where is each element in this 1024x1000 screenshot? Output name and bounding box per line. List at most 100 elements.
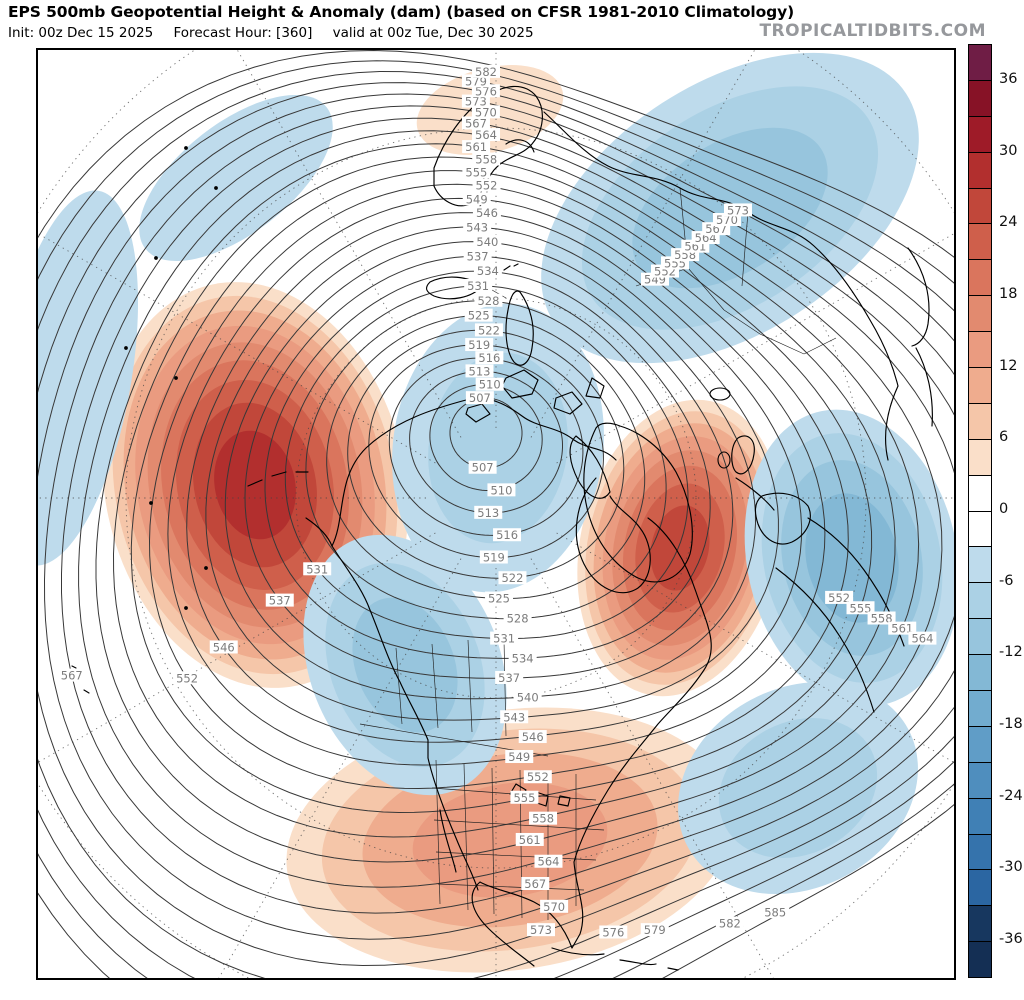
- colorbar-tick-label: -24: [999, 787, 1023, 804]
- svg-text:564: 564: [538, 855, 560, 869]
- colorbar-segment: [969, 798, 991, 835]
- colorbar-tick-label: 30: [999, 142, 1018, 159]
- colorbar-segment: [969, 439, 991, 476]
- svg-text:561: 561: [891, 622, 913, 636]
- svg-text:570: 570: [543, 900, 565, 914]
- colorbar-segment: [969, 547, 991, 584]
- colorbar-segment: [969, 296, 991, 333]
- colorbar-tick-label: 6: [999, 429, 1009, 446]
- svg-text:510: 510: [479, 378, 501, 392]
- colorbar-segment: [969, 762, 991, 799]
- colorbar-segment: [969, 152, 991, 189]
- svg-text:552: 552: [828, 591, 850, 605]
- svg-text:522: 522: [501, 571, 523, 585]
- svg-text:537: 537: [498, 671, 520, 685]
- colorbar-segment: [969, 511, 991, 548]
- svg-text:585: 585: [764, 905, 786, 919]
- colorbar-segment: [969, 80, 991, 117]
- map-layers: 5075105135165195225255285315345375405435…: [37, 49, 955, 979]
- svg-text:531: 531: [467, 279, 489, 293]
- svg-text:522: 522: [478, 323, 500, 337]
- svg-text:558: 558: [532, 812, 554, 826]
- svg-text:543: 543: [466, 220, 488, 234]
- colorbar-tick-label: -18: [999, 716, 1023, 733]
- colorbar: [968, 44, 992, 978]
- svg-text:567: 567: [465, 116, 487, 130]
- svg-text:546: 546: [522, 730, 544, 744]
- colorbar-segment: [969, 619, 991, 656]
- contour-labels: 5075105135165195225255285315345375405435…: [57, 64, 937, 939]
- svg-text:573: 573: [727, 203, 749, 217]
- forecast-hour-label: Forecast Hour: [360]: [173, 25, 313, 41]
- svg-text:543: 543: [503, 710, 525, 724]
- svg-text:528: 528: [477, 294, 499, 308]
- colorbar-segment: [969, 403, 991, 440]
- colorbar-segment: [969, 332, 991, 369]
- colorbar-segment: [969, 655, 991, 692]
- svg-text:519: 519: [468, 338, 490, 352]
- colorbar-tick-label: -36: [999, 931, 1023, 948]
- svg-text:573: 573: [465, 95, 487, 109]
- svg-text:510: 510: [490, 483, 512, 497]
- svg-text:537: 537: [467, 249, 489, 263]
- svg-text:552: 552: [476, 179, 498, 193]
- svg-text:570: 570: [716, 213, 738, 227]
- colorbar-segment: [969, 260, 991, 297]
- colorbar-segment: [969, 906, 991, 943]
- svg-text:513: 513: [469, 364, 491, 378]
- svg-text:546: 546: [213, 640, 235, 654]
- svg-text:513: 513: [477, 506, 499, 520]
- svg-text:528: 528: [507, 612, 529, 626]
- svg-text:552: 552: [527, 770, 549, 784]
- svg-text:561: 561: [465, 140, 487, 154]
- svg-text:540: 540: [517, 691, 539, 705]
- colorbar-tick-label: -30: [999, 859, 1023, 876]
- svg-text:573: 573: [530, 923, 552, 937]
- svg-text:537: 537: [269, 594, 291, 608]
- svg-text:507: 507: [469, 391, 491, 405]
- svg-text:540: 540: [476, 235, 498, 249]
- svg-text:564: 564: [475, 128, 497, 142]
- svg-text:576: 576: [602, 925, 624, 939]
- colorbar-segment: [969, 368, 991, 404]
- svg-text:516: 516: [478, 351, 500, 365]
- svg-text:567: 567: [61, 669, 83, 683]
- svg-text:579: 579: [644, 923, 666, 937]
- svg-text:525: 525: [468, 309, 490, 323]
- svg-text:546: 546: [476, 206, 498, 220]
- colorbar-segment: [969, 726, 991, 763]
- svg-text:579: 579: [465, 74, 487, 88]
- colorbar-segment: [969, 475, 991, 512]
- svg-text:519: 519: [483, 551, 505, 565]
- svg-text:567: 567: [524, 877, 546, 891]
- map-frame: [36, 48, 956, 980]
- svg-text:555: 555: [465, 165, 487, 179]
- valid-time-label: valid at 00z Tue, Dec 30 2025: [332, 25, 534, 41]
- colorbar-segment: [969, 45, 991, 81]
- svg-text:507: 507: [472, 461, 494, 475]
- svg-text:534: 534: [477, 264, 499, 278]
- svg-text:555: 555: [513, 791, 535, 805]
- colorbar-segment: [969, 834, 991, 871]
- colorbar-segment: [969, 942, 991, 978]
- anomaly-height-map: 5075105135165195225255285315345375405435…: [36, 48, 956, 980]
- svg-text:564: 564: [911, 632, 933, 646]
- colorbar-tick-label: -6: [999, 572, 1014, 589]
- svg-text:555: 555: [850, 601, 872, 615]
- colorbar-tick-label: 18: [999, 285, 1018, 302]
- svg-text:552: 552: [176, 671, 198, 685]
- colorbar-segment: [969, 116, 991, 153]
- colorbar-tick-label: 36: [999, 70, 1018, 87]
- svg-text:549: 549: [466, 192, 488, 206]
- colorbar-segment: [969, 188, 991, 225]
- page-title: EPS 500mb Geopotential Height & Anomaly …: [8, 3, 795, 21]
- colorbar-segment: [969, 224, 991, 261]
- svg-text:531: 531: [493, 632, 515, 646]
- colorbar-tick-label: 24: [999, 214, 1018, 231]
- colorbar-segment: [969, 870, 991, 907]
- svg-text:558: 558: [475, 153, 497, 167]
- watermark: TROPICALTIDBITS.COM: [759, 21, 986, 41]
- forecast-info: Init: 00z Dec 15 2025 Forecast Hour: [36…: [8, 25, 550, 41]
- svg-text:531: 531: [306, 562, 328, 576]
